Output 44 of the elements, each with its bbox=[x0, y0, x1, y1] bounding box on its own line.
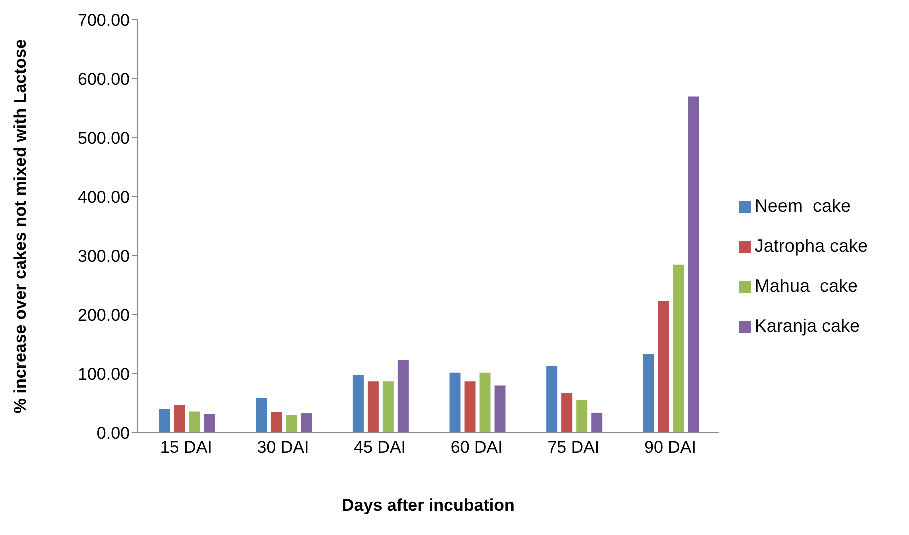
bar bbox=[494, 386, 506, 433]
bar bbox=[368, 382, 379, 433]
bar bbox=[352, 375, 364, 433]
y-tick-label: 700.00 bbox=[78, 11, 130, 30]
bar bbox=[450, 372, 461, 433]
bar bbox=[189, 412, 200, 433]
y-tick-label: 600.00 bbox=[78, 70, 130, 90]
bar bbox=[546, 366, 558, 433]
bar bbox=[576, 400, 588, 433]
bar bbox=[174, 405, 186, 433]
legend-label: Jatropha cake bbox=[754, 236, 868, 256]
bar bbox=[688, 96, 700, 433]
y-axis-title: % increase over cakes not mixed with Lactose bbox=[11, 39, 30, 414]
x-tick-label: 30 DAI bbox=[257, 438, 310, 458]
x-tick-label: 60 DAI bbox=[450, 438, 503, 458]
bar bbox=[159, 409, 170, 433]
bar bbox=[301, 414, 312, 433]
bar bbox=[271, 412, 282, 433]
bar bbox=[562, 393, 573, 433]
bar bbox=[673, 264, 684, 433]
legend-label: Neem cake bbox=[754, 196, 851, 216]
bar bbox=[464, 382, 476, 433]
bar bbox=[382, 382, 394, 433]
bar bbox=[658, 301, 670, 433]
bar bbox=[204, 414, 216, 433]
x-axis-title: Days after incubation bbox=[342, 496, 515, 515]
y-tick-label: 100.00 bbox=[78, 365, 130, 384]
legend-label: Karanja cake bbox=[754, 316, 860, 336]
bar bbox=[592, 412, 603, 433]
y-tick-label: 500.00 bbox=[78, 129, 130, 148]
x-tick-label: 75 DAI bbox=[548, 438, 600, 458]
bar bbox=[398, 360, 409, 433]
x-tick-label: 15 DAI bbox=[160, 438, 212, 458]
bar bbox=[643, 354, 654, 433]
y-tick-label: 300.00 bbox=[78, 247, 130, 266]
y-tick-label: 0.00 bbox=[96, 424, 130, 444]
bar bbox=[256, 398, 268, 433]
legend-label: Mahua cake bbox=[754, 276, 858, 296]
bar bbox=[480, 372, 491, 433]
y-tick-label: 400.00 bbox=[78, 188, 130, 208]
y-tick-label: 200.00 bbox=[78, 306, 130, 326]
bar bbox=[286, 415, 298, 433]
x-tick-label: 90 DAI bbox=[644, 438, 697, 458]
x-tick-label: 45 DAI bbox=[354, 438, 406, 458]
